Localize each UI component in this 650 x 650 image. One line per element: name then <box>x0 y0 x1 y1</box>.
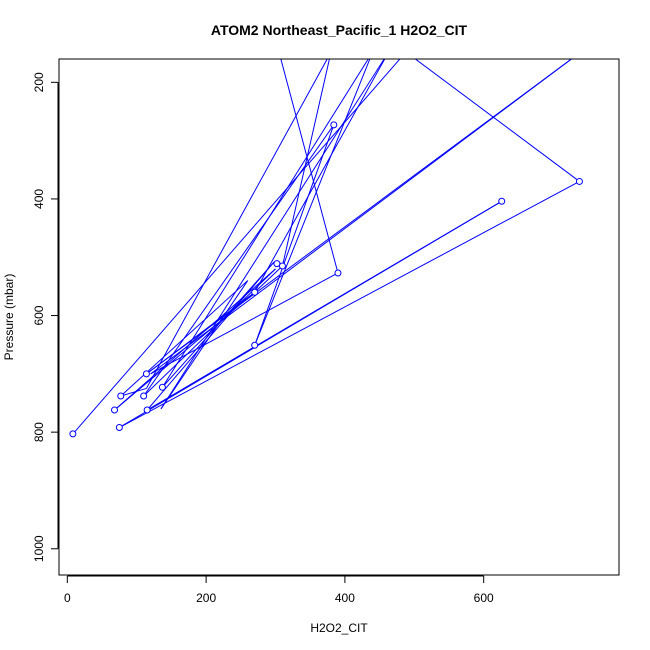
y-axis: 200 400 600 800 1000 <box>32 72 59 562</box>
y-tick-label: 400 <box>32 189 46 209</box>
y-axis-label: Pressure (mbar) <box>2 274 16 361</box>
y-tick-label: 200 <box>32 72 46 92</box>
data-point <box>330 121 338 129</box>
data-point <box>575 177 583 185</box>
data-point <box>251 288 259 296</box>
x-axis-label: H2O2_CIT <box>310 621 368 635</box>
plot-area <box>69 59 583 438</box>
x-tick-label: 0 <box>64 591 71 605</box>
series-segment <box>145 59 328 389</box>
data-point <box>117 392 125 400</box>
y-tick-label: 800 <box>32 422 46 442</box>
data-point <box>143 406 151 414</box>
series-segment <box>254 59 371 346</box>
series-segment <box>280 59 339 274</box>
x-tick-label: 600 <box>474 591 494 605</box>
x-axis: 0 200 400 600 <box>64 575 494 605</box>
data-point <box>278 262 286 270</box>
data-point <box>251 341 259 349</box>
series-segment <box>120 280 249 397</box>
series-segment <box>120 387 147 397</box>
data-point <box>111 406 119 414</box>
y-tick-label: 1000 <box>32 535 46 562</box>
series-segment <box>281 59 330 267</box>
plot-frame <box>58 58 620 576</box>
series-segment <box>254 124 335 346</box>
data-point <box>115 423 123 431</box>
x-tick-label: 200 <box>196 591 216 605</box>
series-segment <box>160 59 385 410</box>
series-segment <box>150 59 573 375</box>
series-segment <box>254 265 283 293</box>
series-segment <box>72 59 401 435</box>
series-segment <box>114 268 276 411</box>
series-segment <box>143 124 335 397</box>
series-segment <box>119 180 580 428</box>
series-segment <box>254 59 386 293</box>
data-point <box>140 392 148 400</box>
data-point <box>334 269 342 277</box>
data-point <box>498 197 506 205</box>
series-segment <box>114 291 256 411</box>
series-segment <box>150 272 339 375</box>
data-point <box>158 383 166 391</box>
data-point <box>69 430 77 438</box>
chart-title: ATOM2 Northeast_Pacific_1 H2O2_CIT <box>211 22 468 38</box>
data-point <box>142 370 150 378</box>
series-segment <box>146 200 502 411</box>
x-tick-label: 400 <box>335 591 355 605</box>
y-tick-label: 600 <box>32 305 46 325</box>
